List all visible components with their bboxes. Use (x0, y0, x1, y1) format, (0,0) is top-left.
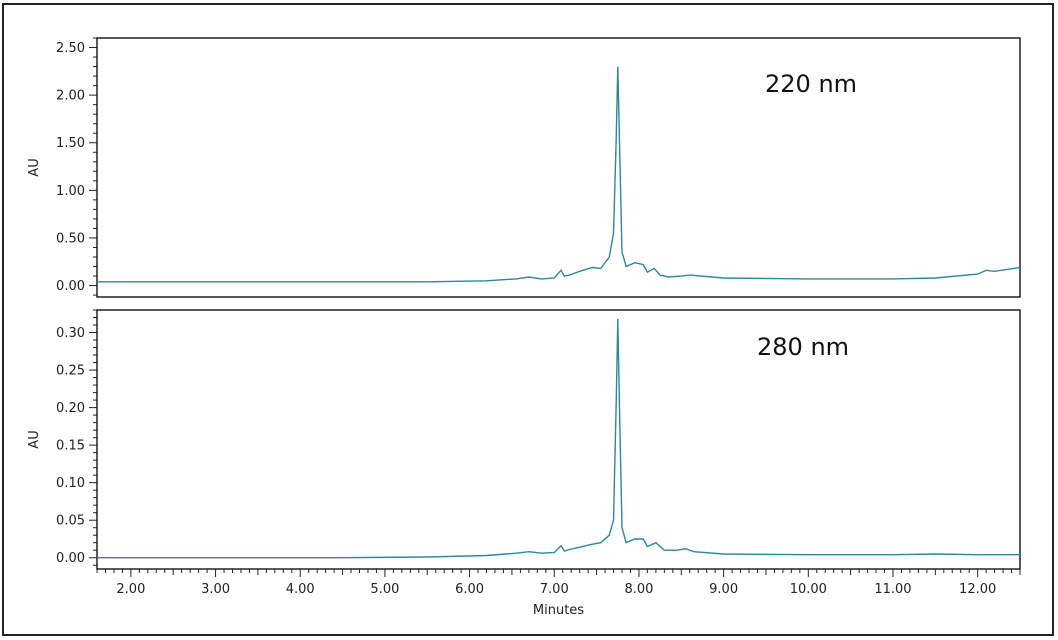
x-tick-label: 4.00 (286, 582, 315, 597)
plot-area-1 (96, 37, 1021, 298)
figure-frame (2, 3, 1054, 636)
x-tick-label: 3.00 (201, 582, 230, 597)
y-tick-label: 0.00 (56, 279, 85, 294)
y-tick-label: 0.50 (56, 231, 85, 246)
y-tick-label: 0.10 (56, 476, 85, 491)
x-tick-label: 8.00 (624, 582, 653, 597)
x-tick-label: 5.00 (370, 582, 399, 597)
y-tick-label: 0.20 (56, 401, 85, 416)
y-tick-label: 1.00 (56, 184, 85, 199)
y-tick-label: 2.50 (56, 41, 85, 56)
chromatogram-trace-1 (97, 66, 1021, 283)
y-tick-label: 0.05 (56, 514, 85, 529)
y-tick-label: 0.00 (56, 551, 85, 566)
chromatogram-trace-2 (97, 318, 1020, 559)
y-tick-label: 0.30 (56, 326, 85, 341)
x-tick-label: 7.00 (540, 582, 569, 597)
x-tick-label: 6.00 (455, 582, 484, 597)
wavelength-label: 280 nm (757, 333, 849, 361)
x-tick-label: 12.00 (959, 582, 996, 597)
wavelength-label: 220 nm (765, 70, 857, 98)
x-tick-label: 10.00 (790, 582, 827, 597)
plot-area-2 (96, 309, 1021, 570)
x-tick-label: 9.00 (709, 582, 738, 597)
y-tick-label: 2.00 (56, 89, 85, 104)
y-tick-label: 1.50 (56, 136, 85, 151)
y-axis-title: AU (27, 430, 42, 448)
y-tick-label: 0.25 (56, 364, 85, 379)
x-axis-title: Minutes (533, 603, 584, 618)
y-tick-label: 0.15 (56, 439, 85, 454)
x-tick-label: 2.00 (116, 582, 145, 597)
y-axis-title: AU (27, 158, 42, 176)
x-tick-label: 11.00 (874, 582, 911, 597)
